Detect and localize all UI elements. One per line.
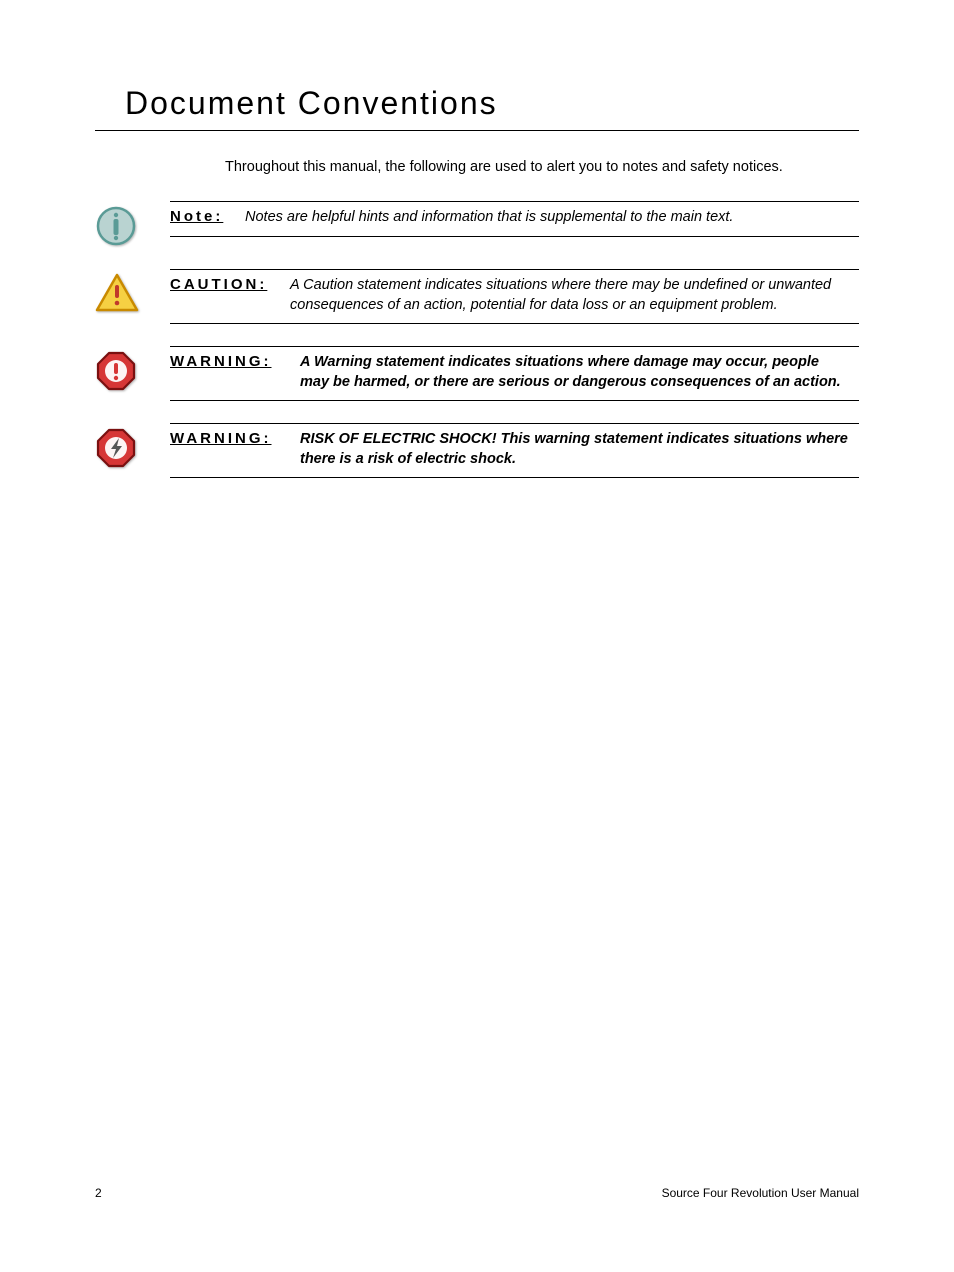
- caution-label: CAUTION:: [170, 276, 290, 315]
- page-footer: 2 Source Four Revolution User Manual: [95, 1186, 859, 1200]
- shock-label: WARNING:: [170, 430, 300, 469]
- note-block: Note: Notes are helpful hints and inform…: [95, 201, 859, 247]
- title-rule: [95, 130, 859, 131]
- page-title: Document Conventions: [125, 85, 859, 122]
- shock-text: RISK OF ELECTRIC SHOCK! This warning sta…: [300, 430, 859, 469]
- note-label: Note:: [170, 208, 245, 228]
- shock-warning-block: WARNING: RISK OF ELECTRIC SHOCK! This wa…: [95, 423, 859, 478]
- caution-icon: [95, 273, 139, 313]
- intro-text: Throughout this manual, the following ar…: [225, 159, 859, 175]
- warning-label: WARNING:: [170, 353, 300, 392]
- caution-text: A Caution statement indicates situations…: [290, 276, 859, 315]
- caution-block: CAUTION: A Caution statement indicates s…: [95, 269, 859, 324]
- page-number: 2: [95, 1186, 102, 1200]
- info-icon: [95, 205, 137, 247]
- warning-icon: [95, 350, 137, 392]
- shock-icon: [95, 427, 137, 469]
- warning-text: A Warning statement indicates situations…: [300, 353, 859, 392]
- warning-block: WARNING: A Warning statement indicates s…: [95, 346, 859, 401]
- footer-doc-title: Source Four Revolution User Manual: [662, 1186, 859, 1200]
- note-text: Notes are helpful hints and information …: [245, 208, 859, 228]
